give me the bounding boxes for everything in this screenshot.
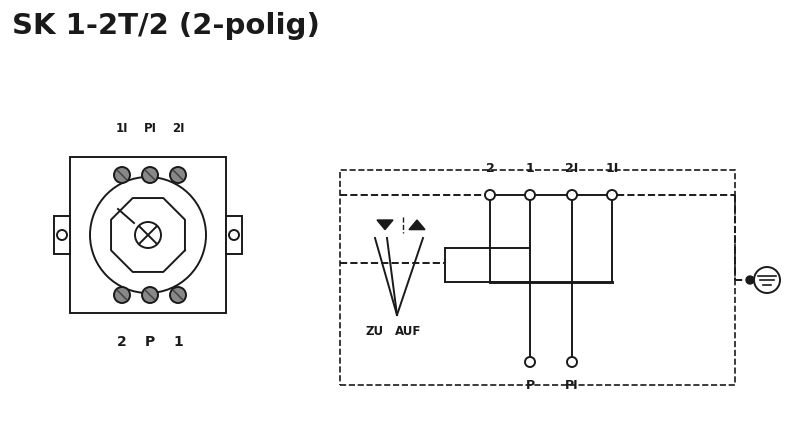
- Text: 1I: 1I: [606, 162, 618, 175]
- Circle shape: [607, 190, 617, 200]
- Text: 1I: 1I: [116, 122, 128, 135]
- Text: 1: 1: [173, 335, 183, 349]
- Polygon shape: [409, 220, 425, 230]
- Text: AUF: AUF: [395, 325, 421, 338]
- Text: 2: 2: [486, 162, 494, 175]
- Circle shape: [142, 287, 158, 303]
- Text: SK 1-2T/2 (2-polig): SK 1-2T/2 (2-polig): [12, 12, 320, 40]
- Text: P: P: [526, 379, 534, 392]
- Bar: [226, 216, 242, 254]
- Bar: [340, 170, 735, 385]
- Circle shape: [567, 357, 577, 367]
- Text: ZU: ZU: [366, 325, 384, 338]
- Bar: [54, 216, 70, 254]
- Circle shape: [525, 357, 535, 367]
- Text: 2I: 2I: [172, 122, 184, 135]
- Text: P: P: [145, 335, 155, 349]
- Circle shape: [170, 287, 186, 303]
- Circle shape: [142, 167, 158, 183]
- Circle shape: [229, 230, 239, 240]
- Circle shape: [114, 287, 130, 303]
- Circle shape: [525, 190, 535, 200]
- Circle shape: [170, 167, 186, 183]
- Text: PI: PI: [143, 122, 157, 135]
- Polygon shape: [377, 220, 393, 230]
- Circle shape: [135, 222, 161, 248]
- Text: PI: PI: [565, 379, 579, 392]
- Circle shape: [57, 230, 67, 240]
- Text: 1: 1: [526, 162, 534, 175]
- Circle shape: [567, 190, 577, 200]
- Bar: [70, 157, 226, 313]
- Circle shape: [90, 177, 206, 293]
- Circle shape: [754, 267, 780, 293]
- Text: 2I: 2I: [566, 162, 578, 175]
- Circle shape: [114, 167, 130, 183]
- Circle shape: [746, 276, 754, 284]
- Circle shape: [485, 190, 495, 200]
- Text: 2: 2: [117, 335, 127, 349]
